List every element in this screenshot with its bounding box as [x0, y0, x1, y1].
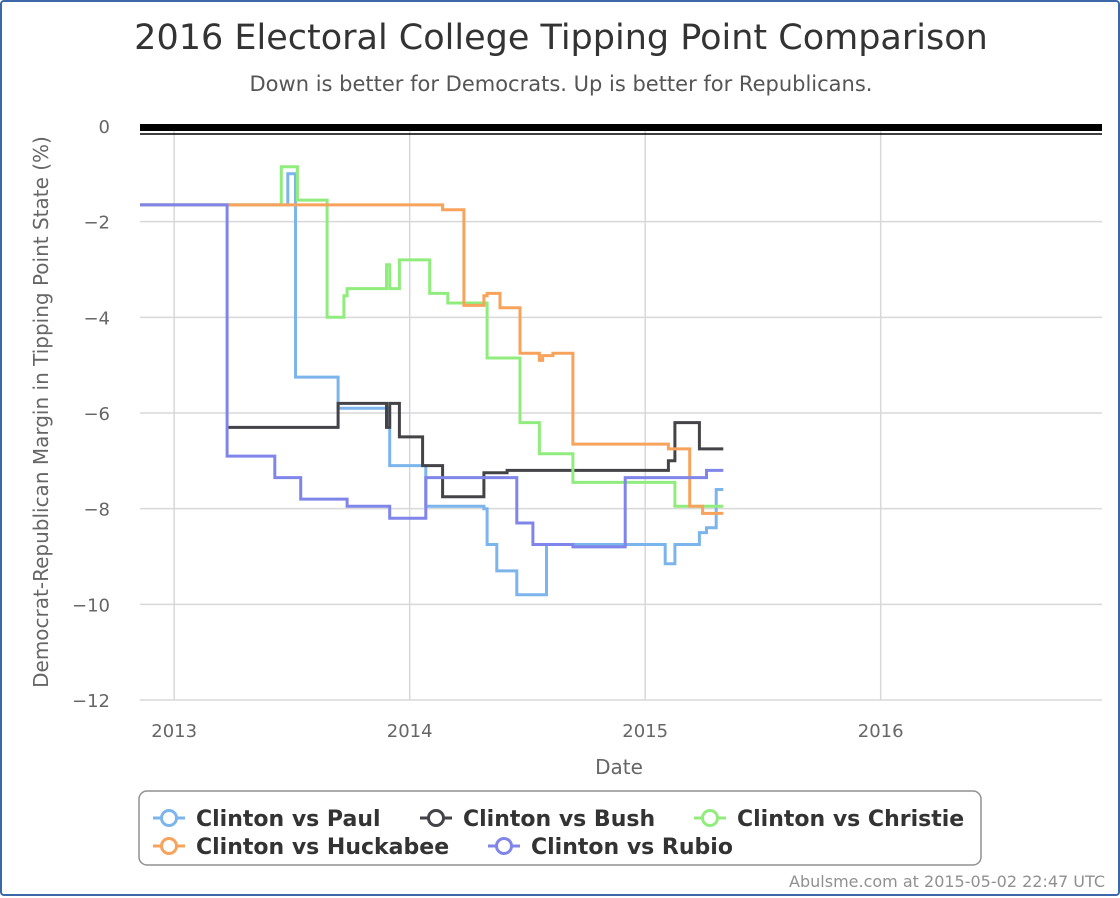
legend-label: Clinton vs Paul	[196, 807, 381, 832]
legend-label: Clinton vs Huckabee	[196, 835, 449, 860]
x-axis-label: Date	[595, 755, 643, 779]
series-line-clinton-vs-huckabee[interactable]	[140, 203, 724, 515]
legend-item-clinton-vs-paul[interactable]: Clinton vs Paul	[153, 807, 381, 832]
y-tick-label: −10	[72, 595, 110, 616]
series-line-clinton-vs-rubio[interactable]	[140, 203, 724, 549]
y-tick-label: −4	[83, 308, 110, 329]
legend-item-clinton-vs-rubio[interactable]: Clinton vs Rubio	[488, 835, 733, 860]
x-tick-label: 2016	[858, 721, 904, 742]
zero-line	[140, 124, 1102, 131]
legend-label: Clinton vs Bush	[463, 807, 655, 832]
y-tick-label: −2	[83, 213, 110, 234]
x-axis-ticks: 2013 2014 2015 2016	[151, 721, 903, 742]
chart-subtitle: Down is better for Democrats. Up is bett…	[250, 72, 873, 96]
legend-item-clinton-vs-bush[interactable]: Clinton vs Bush	[420, 807, 655, 832]
legend-label: Clinton vs Rubio	[531, 835, 733, 860]
legend-box	[138, 790, 982, 866]
x-tick-label: 2014	[387, 721, 433, 742]
x-tick-label: 2015	[622, 721, 668, 742]
chart-title: 2016 Electoral College Tipping Point Com…	[134, 18, 988, 58]
gridlines	[140, 126, 1102, 701]
zero-baseline	[140, 124, 1102, 135]
y-axis-label: Democrat-Republican Margin in Tipping Po…	[29, 136, 53, 688]
y-tick-label: −8	[83, 500, 110, 521]
x-tick-label: 2013	[151, 721, 197, 742]
legend-item-clinton-vs-christie[interactable]: Clinton vs Christie	[694, 807, 964, 832]
y-tick-label: −12	[72, 691, 110, 712]
legend-marker	[427, 809, 445, 827]
y-tick-label: 0	[99, 117, 110, 138]
y-axis-ticks: 0 −2 −4 −6 −8 −10 −12	[72, 117, 110, 712]
legend-marker	[160, 809, 178, 827]
credit-text[interactable]: Abulsme.com at 2015-05-02 22:47 UTC	[789, 872, 1105, 891]
y-tick-label: −6	[83, 404, 110, 425]
legend[interactable]: Clinton vs Paul Clinton vs Bush Clinton vs…	[138, 790, 982, 866]
legend-label: Clinton vs Christie	[737, 807, 964, 832]
series-line-clinton-vs-christie[interactable]	[140, 165, 724, 508]
series-line-clinton-vs-bush[interactable]	[227, 401, 724, 499]
series-line-clinton-vs-paul[interactable]	[140, 172, 724, 597]
legend-item-clinton-vs-huckabee[interactable]: Clinton vs Huckabee	[153, 835, 449, 860]
legend-marker	[701, 809, 719, 827]
legend-marker	[160, 837, 178, 855]
legend-marker	[495, 837, 513, 855]
series-lines	[140, 165, 724, 597]
